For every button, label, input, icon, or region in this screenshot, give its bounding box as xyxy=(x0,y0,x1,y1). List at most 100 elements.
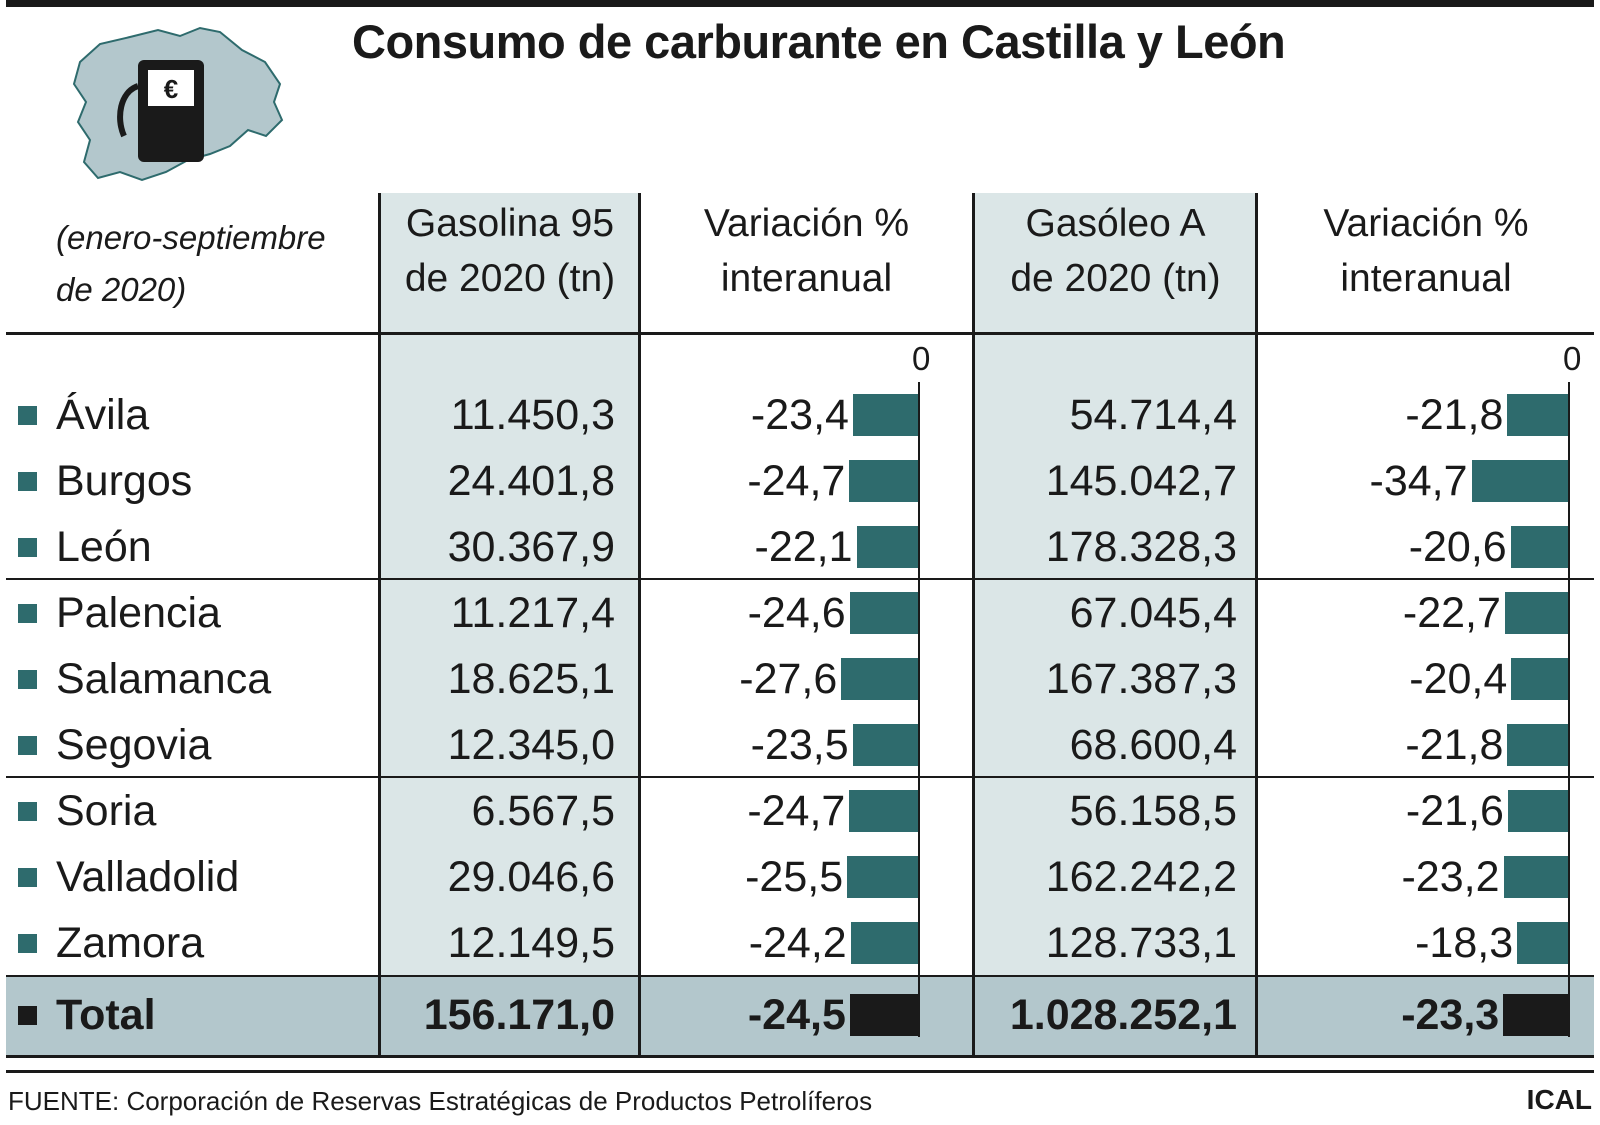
gasoleo-value: 67.045,4 xyxy=(1069,589,1237,637)
column-divider xyxy=(638,193,641,1057)
header-gasolina: Gasolina 95 de 2020 (tn) xyxy=(381,196,639,306)
total-row-band xyxy=(6,975,1594,1057)
variacion-gasoleo-value: -18,3 xyxy=(1415,919,1514,967)
row-bullet-icon xyxy=(18,1006,37,1025)
gasolina-value: 6.567,5 xyxy=(471,787,615,835)
gasolina-value: 156.171,0 xyxy=(423,991,615,1039)
header-variacion-gasolina: Variación % interanual xyxy=(641,196,972,306)
header-line: de 2020 (tn) xyxy=(404,257,616,300)
variacion-gasolina-value: -22,1 xyxy=(754,523,853,571)
total-row: Total 156.171,0 -24,5 1.028.252,1 -23,3 xyxy=(0,982,1600,1048)
table-row: Burgos 24.401,8 -24,7 145.042,7 -34,7 xyxy=(0,448,1600,514)
variacion-gasoleo-value: -21,8 xyxy=(1405,391,1504,439)
variacion-gasolina-value: -24,7 xyxy=(747,787,846,835)
province-name: León xyxy=(56,523,152,571)
gasolina-value: 11.450,3 xyxy=(450,391,615,439)
province-name: Valladolid xyxy=(56,853,240,901)
gasoleo-value: 128.733,1 xyxy=(1045,919,1237,967)
subtitle-line: de 2020) xyxy=(56,271,187,308)
bar-gasolina xyxy=(841,658,918,700)
table-row: Valladolid 29.046,6 -25,5 162.242,2 -23,2 xyxy=(0,844,1600,910)
gasolina-value: 11.217,4 xyxy=(450,589,615,637)
row-bullet-icon xyxy=(18,538,37,557)
gasolina-value: 30.367,9 xyxy=(447,523,615,571)
header-line: de 2020 (tn) xyxy=(1010,257,1221,300)
province-name: Soria xyxy=(56,787,157,835)
total-bar-gasoleo xyxy=(1503,994,1568,1036)
variacion-gasoleo-value: -22,7 xyxy=(1402,589,1501,637)
row-bullet-icon xyxy=(18,934,37,953)
bar-gasolina xyxy=(852,394,918,436)
column-divider xyxy=(972,193,975,1057)
header-line: Variación % xyxy=(703,202,910,245)
bar-gasolina xyxy=(850,922,918,964)
variacion-gasoleo-value: -34,7 xyxy=(1369,457,1468,505)
variacion-gasolina-value: -23,5 xyxy=(750,721,849,769)
variacion-gasolina-value: -24,6 xyxy=(747,589,846,637)
bar-gasoleo xyxy=(1511,658,1568,700)
fuel-pump-map-icon: € xyxy=(72,26,284,182)
zero-label-gasoleo: 0 xyxy=(1563,340,1582,377)
gasolina-value: 24.401,8 xyxy=(447,457,615,505)
province-name: Zamora xyxy=(56,919,205,967)
row-bullet-icon xyxy=(18,802,37,821)
euro-symbol: € xyxy=(164,74,178,104)
row-bullet-icon xyxy=(18,868,37,887)
table-row: Salamanca 18.625,1 -27,6 167.387,3 -20,4 xyxy=(0,646,1600,712)
pump-hose xyxy=(117,83,140,138)
group-rule xyxy=(6,578,1594,580)
variacion-gasolina-value: -23,4 xyxy=(750,391,849,439)
table-row: Soria 6.567,5 -24,7 56.158,5 -21,6 xyxy=(0,778,1600,844)
header-line: interanual xyxy=(1340,257,1512,300)
header-variacion-gasoleo: Variación % interanual xyxy=(1258,196,1594,306)
gasoleo-value: 68.600,4 xyxy=(1069,721,1237,769)
variacion-gasoleo-value: -20,6 xyxy=(1408,523,1507,571)
gasolina-value: 12.149,5 xyxy=(447,919,615,967)
total-top-rule xyxy=(6,975,1594,977)
footer-rule xyxy=(6,1070,1594,1073)
zero-axis-gasolina xyxy=(918,382,920,1037)
variacion-gasolina-value: -24,2 xyxy=(748,919,847,967)
bar-gasoleo xyxy=(1504,592,1568,634)
gasoleo-value: 178.328,3 xyxy=(1045,523,1237,571)
bar-gasolina xyxy=(856,526,918,568)
variacion-gasolina-value: -27,6 xyxy=(739,655,838,703)
table-row: León 30.367,9 -22,1 178.328,3 -20,6 xyxy=(0,514,1600,580)
zero-label-gasolina: 0 xyxy=(912,340,931,377)
bar-gasoleo xyxy=(1507,790,1568,832)
variacion-gasoleo-value: -21,6 xyxy=(1405,787,1504,835)
variacion-gasolina-value: -25,5 xyxy=(745,853,844,901)
gasoleo-column-shade xyxy=(975,193,1256,975)
bar-gasoleo xyxy=(1507,394,1568,436)
bar-gasolina xyxy=(849,460,918,502)
variacion-gasoleo-value: -20,4 xyxy=(1409,655,1508,703)
total-bar-gasolina xyxy=(849,994,918,1036)
group-rule xyxy=(6,776,1594,778)
pump-screen xyxy=(148,70,194,106)
total-bottom-rule xyxy=(6,1055,1594,1058)
variacion-gasoleo-value: -23,3 xyxy=(1401,991,1500,1039)
row-bullet-icon xyxy=(18,736,37,755)
gasoleo-value: 162.242,2 xyxy=(1045,853,1237,901)
table-row: Zamora 12.149,5 -24,2 128.733,1 -18,3 xyxy=(0,910,1600,976)
bar-gasoleo xyxy=(1517,922,1568,964)
bar-gasolina xyxy=(849,592,918,634)
province-name: Ávila xyxy=(56,391,150,439)
variacion-gasolina-value: -24,5 xyxy=(747,991,846,1039)
header-line: Variación % xyxy=(1323,202,1529,245)
gasoleo-value: 56.158,5 xyxy=(1069,787,1237,835)
province-name: Total xyxy=(56,991,156,1039)
header-gasoleo: Gasóleo A de 2020 (tn) xyxy=(975,196,1256,306)
gasoleo-value: 167.387,3 xyxy=(1045,655,1237,703)
source-note: FUENTE: Corporación de Reservas Estratég… xyxy=(8,1086,873,1116)
period-subtitle: (enero-septiembre de 2020) xyxy=(56,212,326,316)
row-bullet-icon xyxy=(18,604,37,623)
variacion-gasoleo-value: -21,8 xyxy=(1405,721,1504,769)
row-bullet-icon xyxy=(18,406,37,425)
header-line: interanual xyxy=(720,257,893,300)
header-line: Gasolina 95 xyxy=(405,202,615,245)
column-divider xyxy=(378,193,381,1057)
gasolina-value: 12.345,0 xyxy=(447,721,615,769)
province-name: Segovia xyxy=(56,721,212,769)
table-row: Palencia 11.217,4 -24,6 67.045,4 -22,7 xyxy=(0,580,1600,646)
